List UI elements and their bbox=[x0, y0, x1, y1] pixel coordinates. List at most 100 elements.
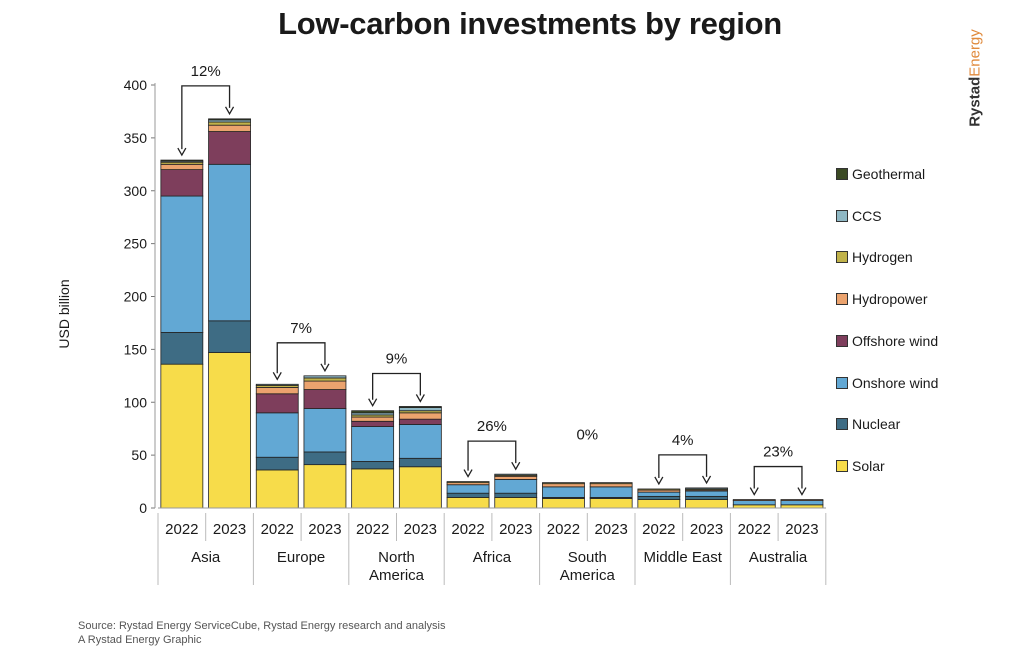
x-year-label: 2023 bbox=[594, 521, 627, 538]
bar-segment-solar bbox=[446, 497, 490, 509]
legend-item-offshore-wind: Offshore wind bbox=[836, 333, 938, 349]
bar-segment-solar bbox=[351, 468, 395, 509]
x-year-label: 2023 bbox=[785, 521, 818, 538]
change-arrow bbox=[753, 465, 803, 489]
legend-label: Offshore wind bbox=[852, 332, 939, 349]
bar-segment-hydropower bbox=[542, 483, 585, 488]
bar-segment-onshore-wind bbox=[637, 491, 681, 497]
legend-swatch bbox=[836, 376, 848, 389]
x-year-label: 2023 bbox=[308, 521, 341, 538]
bar-segment-solar bbox=[160, 363, 204, 509]
arrow-head bbox=[797, 487, 807, 496]
bar-segment-solar bbox=[494, 497, 538, 509]
bar-segment-hydrogen bbox=[446, 481, 490, 484]
bar-segment-onshore-wind bbox=[685, 490, 728, 497]
bar-segment-hydrogen bbox=[542, 482, 585, 485]
legend-label: Onshore wind bbox=[852, 374, 939, 391]
legend-swatch bbox=[836, 418, 848, 431]
x-year-label: 2023 bbox=[404, 521, 437, 538]
bar-segment-hydropower bbox=[160, 163, 204, 170]
legend-item-geothermal: Geothermal bbox=[836, 166, 925, 182]
bar-segment-onshore-wind bbox=[780, 500, 824, 506]
bar-segment-nuclear bbox=[255, 456, 299, 471]
y-tick-label: 0 bbox=[139, 500, 147, 516]
change-label: 9% bbox=[386, 350, 408, 367]
bar-segment-nuclear bbox=[685, 495, 728, 500]
bar-segment-hydropower bbox=[255, 387, 299, 395]
bar-segment-solar bbox=[208, 352, 251, 509]
credit-note: A Rystad Energy Graphic bbox=[78, 634, 202, 646]
bar-segment-hydropower bbox=[351, 416, 395, 422]
x-region-label: Middle East bbox=[644, 549, 723, 566]
x-region-label: America bbox=[369, 567, 425, 584]
change-label: 23% bbox=[763, 444, 793, 461]
y-tick-label: 250 bbox=[124, 236, 148, 252]
change-label: 7% bbox=[290, 320, 312, 337]
legend-item-hydropower: Hydropower bbox=[836, 291, 927, 307]
x-region-label: Africa bbox=[473, 549, 512, 566]
bar-segment-onshore-wind bbox=[589, 486, 633, 498]
arrow-head bbox=[701, 475, 712, 485]
bar-segment-onshore-wind bbox=[494, 479, 538, 494]
bar-segment-offshore-wind bbox=[303, 389, 347, 409]
change-label: 26% bbox=[477, 418, 507, 435]
bar-segment-onshore-wind bbox=[732, 500, 776, 506]
legend-label: Hydrogen bbox=[852, 249, 913, 266]
bar-segment-hydropower bbox=[208, 124, 251, 132]
bar-segment-geothermal bbox=[160, 159, 204, 162]
y-tick-label: 100 bbox=[124, 394, 148, 410]
bar-segment-geothermal bbox=[398, 406, 442, 408]
x-year-label: 2022 bbox=[547, 521, 580, 538]
bar-segment-onshore-wind bbox=[255, 412, 299, 458]
bar-segment-hydropower bbox=[494, 475, 538, 480]
x-region-label: Asia bbox=[191, 549, 221, 566]
legend-swatch bbox=[836, 459, 848, 472]
bar-segment-hydropower bbox=[398, 412, 442, 420]
bar-segment-offshore-wind bbox=[398, 418, 442, 425]
y-tick-label: 350 bbox=[124, 130, 148, 146]
x-year-label: 2022 bbox=[451, 521, 484, 538]
bar-segment-nuclear bbox=[446, 492, 490, 498]
legend-swatch bbox=[836, 251, 848, 264]
legend-swatch bbox=[836, 168, 848, 180]
bar-segment-hydrogen bbox=[589, 482, 633, 485]
arrow-head bbox=[272, 371, 282, 381]
bar-segment-offshore-wind bbox=[255, 393, 299, 414]
y-tick-label: 50 bbox=[131, 447, 147, 463]
x-year-label: 2022 bbox=[261, 521, 294, 538]
change-arrow bbox=[467, 440, 517, 471]
x-year-label: 2022 bbox=[738, 521, 771, 538]
bar-segment-onshore-wind bbox=[542, 486, 585, 498]
x-year-label: 2023 bbox=[213, 521, 246, 538]
change-label: 12% bbox=[191, 63, 221, 80]
arrow-head bbox=[320, 363, 330, 373]
x-region-label: South bbox=[568, 549, 607, 566]
bar-segment-ccs bbox=[303, 375, 347, 379]
x-region-label: Europe bbox=[277, 549, 325, 566]
bar-segment-onshore-wind bbox=[160, 195, 204, 333]
change-label: 0% bbox=[576, 427, 598, 444]
bar-segment-onshore-wind bbox=[351, 426, 395, 462]
bar-segment-solar bbox=[303, 464, 347, 509]
bar-segment-nuclear bbox=[303, 451, 347, 466]
bar-segment-nuclear bbox=[351, 461, 395, 470]
arrow-head bbox=[224, 106, 235, 116]
legend-item-solar: Solar bbox=[836, 458, 885, 474]
x-year-label: 2023 bbox=[499, 521, 532, 538]
bar-segment-nuclear bbox=[208, 320, 251, 353]
bar-segment-onshore-wind bbox=[398, 424, 442, 459]
bar-segment-ccs bbox=[255, 383, 299, 386]
legend-item-hydrogen: Hydrogen bbox=[836, 249, 913, 265]
arrow-head bbox=[177, 147, 187, 157]
bar-segment-nuclear bbox=[160, 332, 204, 365]
x-region-label: Australia bbox=[749, 549, 808, 566]
bar-segment-hydropower bbox=[589, 483, 633, 488]
legend-swatch bbox=[836, 293, 848, 306]
legend-swatch bbox=[836, 209, 848, 222]
x-region-label: America bbox=[560, 567, 616, 584]
bar-segment-offshore-wind bbox=[208, 131, 251, 165]
bar-segment-nuclear bbox=[637, 495, 681, 500]
change-arrow bbox=[371, 372, 422, 400]
arrow-head bbox=[654, 476, 664, 486]
